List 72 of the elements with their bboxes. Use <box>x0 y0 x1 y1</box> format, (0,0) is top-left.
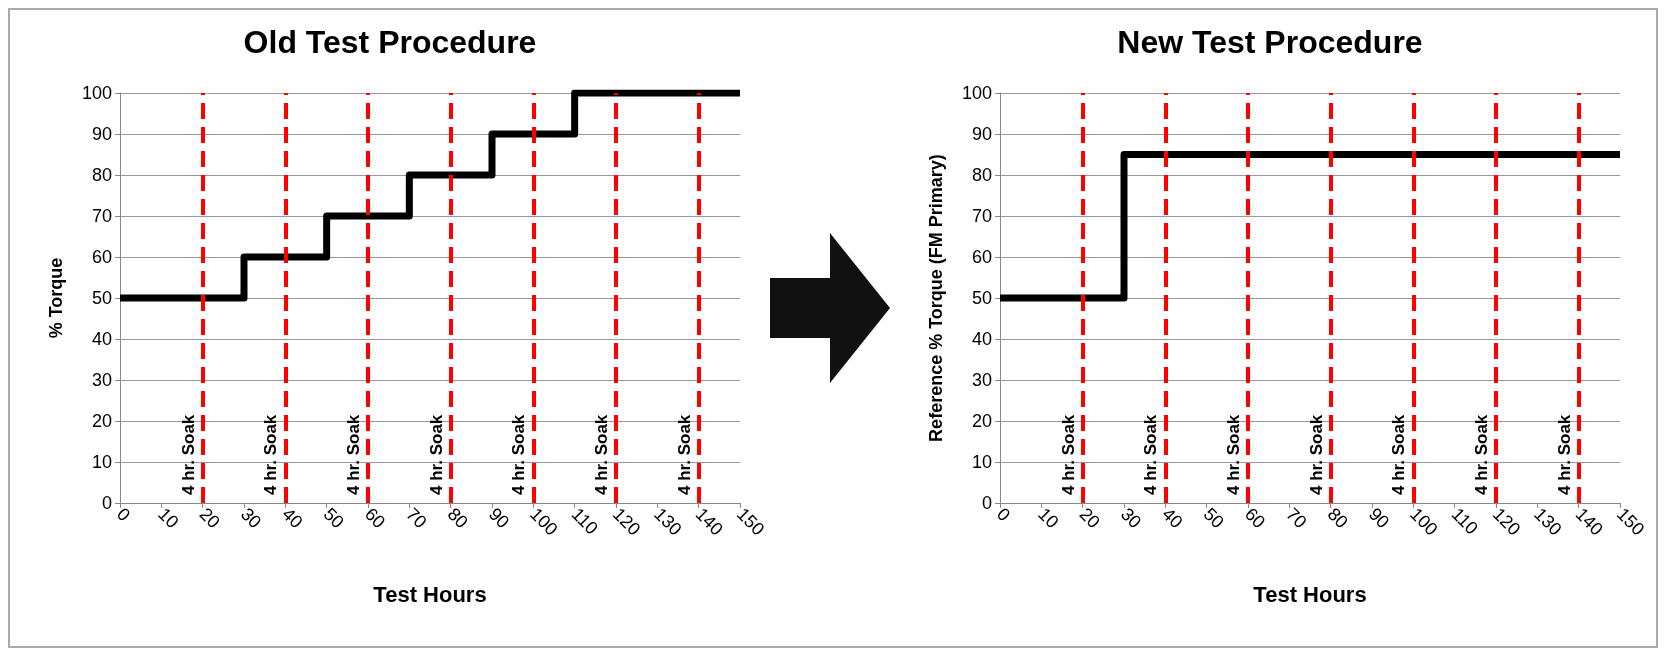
x-tick-label: 20 <box>1075 503 1104 533</box>
ref-line-label: 4 hr. Soak <box>509 414 529 495</box>
y-tick-label: 70 <box>91 206 112 226</box>
x-tick-label: 130 <box>650 503 686 540</box>
x-tick-label: 120 <box>1488 503 1525 540</box>
x-tick-label: 30 <box>236 503 266 533</box>
x-tick-label: 90 <box>484 503 514 533</box>
x-tick-label: 50 <box>319 503 348 533</box>
y-tick-label: 80 <box>971 165 992 185</box>
chart-title: Old Test Procedure <box>243 24 537 60</box>
x-tick-label: 60 <box>360 503 390 533</box>
chart-title: New Test Procedure <box>1117 24 1423 60</box>
x-tick-label: 130 <box>1530 503 1566 540</box>
x-tick-label: 110 <box>567 503 603 539</box>
y-tick-label: 60 <box>91 247 112 267</box>
x-tick-label: 50 <box>1199 503 1228 533</box>
ref-line-label: 4 hr. Soak <box>1554 414 1574 495</box>
y-tick-label: 40 <box>971 329 992 349</box>
x-tick-label: 40 <box>1158 503 1187 533</box>
y-tick-label: 60 <box>971 247 992 267</box>
x-axis-title: Test Hours <box>373 581 487 607</box>
x-tick-label: 110 <box>1447 503 1483 539</box>
x-tick-label: 150 <box>732 503 769 540</box>
ref-line-label: 4 hr. Soak <box>426 414 446 495</box>
ref-line-label: 4 hr. Soak <box>1306 414 1326 495</box>
ref-line-label: 4 hr. Soak <box>674 414 694 495</box>
y-tick-label: 10 <box>971 452 992 472</box>
x-tick-label: 90 <box>1364 503 1394 533</box>
x-tick-label: 120 <box>608 503 645 540</box>
ref-line-label: 4 hr. Soak <box>344 414 363 495</box>
ref-line-label: 4 hr. Soak <box>1472 414 1491 495</box>
x-axis-title: Test Hours <box>1253 581 1367 607</box>
y-tick-label: 90 <box>971 124 992 144</box>
y-tick-label: 30 <box>971 370 992 390</box>
y-tick-label: 20 <box>91 411 112 431</box>
ref-line-label: 4 hr. Soak <box>1389 414 1409 495</box>
y-tick-label: 20 <box>971 411 992 431</box>
x-tick-label: 150 <box>1612 503 1649 540</box>
x-tick-label: 10 <box>1034 503 1063 533</box>
y-axis-title: Reference % Torque (FM Primary) <box>926 154 946 442</box>
x-tick-label: 0 <box>992 503 1015 526</box>
ref-line-label: 4 hr. Soak <box>592 414 611 495</box>
y-axis-title: % Torque <box>46 257 66 339</box>
x-tick-label: 70 <box>402 503 431 533</box>
ref-line-label: 4 hr. Soak <box>1141 414 1161 495</box>
ref-line-label: 4 hr. Soak <box>1058 414 1078 495</box>
y-tick-label: 40 <box>91 329 112 349</box>
x-tick-label: 80 <box>1323 503 1352 533</box>
x-tick-label: 140 <box>1571 503 1607 540</box>
x-tick-label: 10 <box>154 503 183 533</box>
ref-line-label: 4 hr. Soak <box>261 414 281 495</box>
y-tick-label: 100 <box>81 83 112 103</box>
y-tick-label: 100 <box>961 83 992 103</box>
y-tick-label: 70 <box>971 206 992 226</box>
y-tick-label: 90 <box>91 124 112 144</box>
y-tick-label: 50 <box>971 288 992 308</box>
ref-line-label: 4 hr. Soak <box>178 414 198 495</box>
x-tick-label: 40 <box>278 503 307 533</box>
x-tick-label: 140 <box>691 503 727 540</box>
x-tick-label: 0 <box>112 503 135 526</box>
ref-line-label: 4 hr. Soak <box>1224 414 1243 495</box>
x-tick-label: 100 <box>1406 503 1442 540</box>
x-tick-label: 20 <box>195 503 224 533</box>
x-tick-label: 60 <box>1240 503 1270 533</box>
x-tick-label: 30 <box>1116 503 1146 533</box>
y-tick-label: 10 <box>91 452 112 472</box>
x-tick-label: 100 <box>526 503 562 540</box>
x-tick-label: 70 <box>1282 503 1311 533</box>
x-tick-label: 80 <box>443 503 472 533</box>
y-tick-label: 30 <box>91 370 112 390</box>
y-tick-label: 80 <box>91 165 112 185</box>
y-tick-label: 50 <box>91 288 112 308</box>
